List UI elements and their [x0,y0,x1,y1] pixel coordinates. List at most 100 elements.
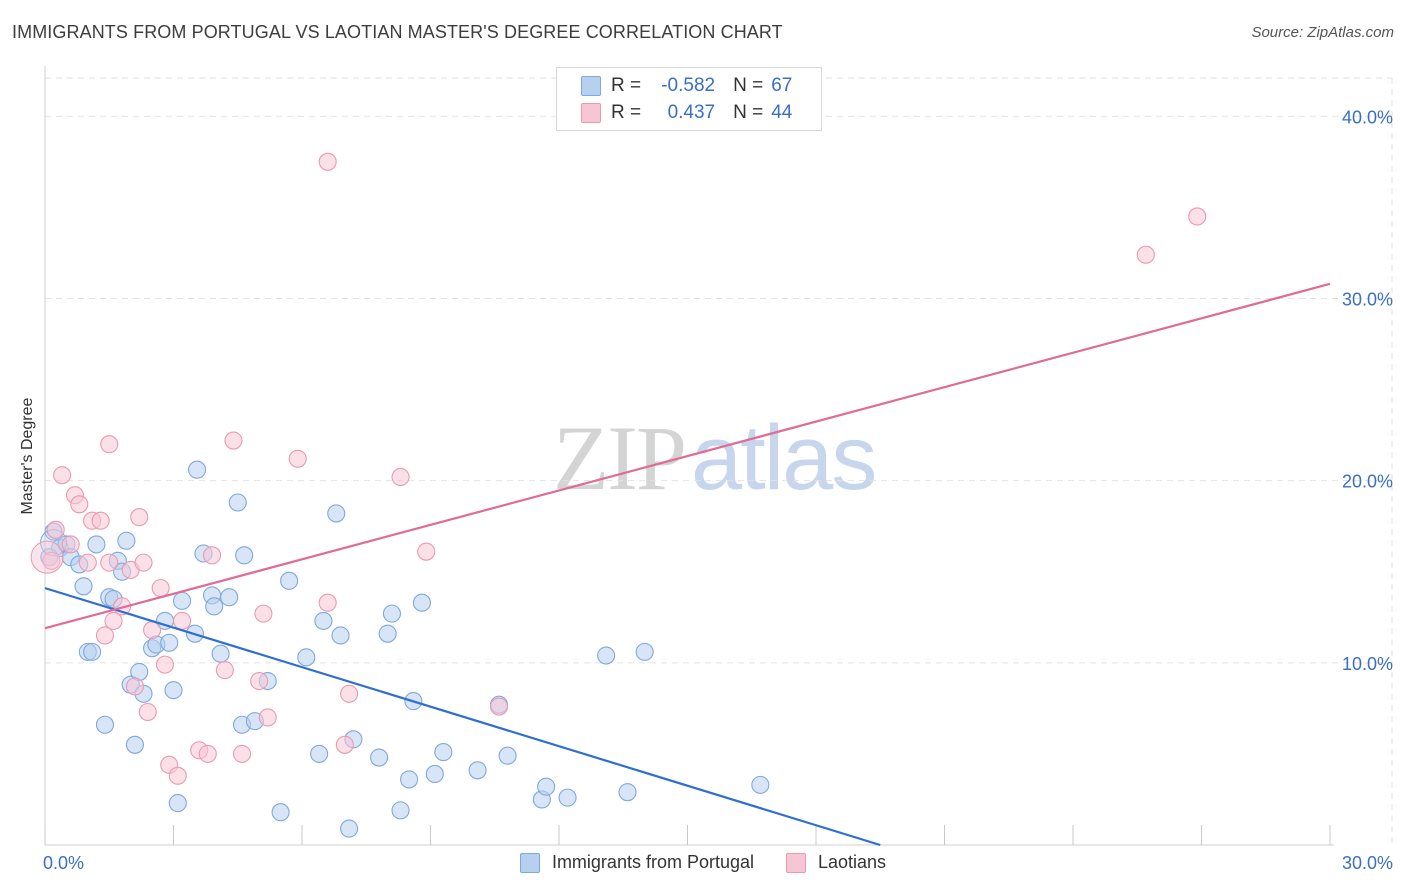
trend-line-laotians [44,282,1331,630]
data-point-portugal [168,794,187,813]
data-point-portugal [331,626,350,645]
data-point-laotians [391,467,410,487]
data-point-portugal [160,633,179,652]
data-point-laotians [340,684,359,703]
legend-label-laotians: Laotians [818,852,887,872]
data-point-laotians [203,546,222,565]
chart-title: IMMIGRANTS FROM PORTUGAL VS LAOTIAN MAST… [12,22,783,42]
source-label: Source: ZipAtlas.com [1251,24,1394,41]
trend-lines [44,282,1331,847]
trend-line-portugal [44,587,881,847]
legend-swatch-portugal [581,76,601,96]
data-point-laotians [155,655,174,674]
x-tick-label-min: 0.0% [43,853,84,873]
data-point-laotians [168,766,187,785]
data-point-portugal [188,460,207,479]
data-point-portugal [173,591,192,610]
data-point-portugal [558,788,577,807]
legend-item-laotians: Laotians [786,852,886,873]
data-point-portugal [340,819,359,838]
data-point-laotians [232,744,252,763]
data-point-laotians [250,671,269,691]
series-legend: Immigrants from Portugal Laotians [0,852,1406,873]
y-tick-label: 40.0% [1342,107,1393,127]
data-point-laotians [46,520,65,539]
data-point-laotians-cluster [30,540,64,574]
x-tick-label-max: 30.0% [1342,853,1393,873]
data-point-laotians [1188,207,1207,226]
legend-swatch-portugal [519,852,540,873]
y-tick-label: 30.0% [1342,289,1393,309]
data-point-laotians [1136,245,1155,264]
data-point-portugal [382,604,402,623]
axes [44,66,1334,846]
data-point-portugal [125,735,144,754]
data-point-portugal [537,777,556,796]
legend-swatch-laotians [581,103,601,123]
data-point-portugal [327,504,346,523]
data-point-portugal [205,597,224,616]
data-point-portugal [228,493,247,512]
data-point-portugal [370,748,389,767]
data-point-portugal [468,761,487,780]
data-point-portugal [391,801,410,820]
data-point-portugal [412,593,431,612]
data-point-portugal [83,642,102,661]
data-point-laotians [130,508,149,527]
data-point-portugal [220,588,239,607]
data-point-laotians [100,435,119,454]
watermark: ZIPatlas [553,405,877,511]
data-point-portugal [297,648,316,667]
data-point-laotians [173,611,192,630]
data-point-laotians [100,553,119,572]
data-point-laotians [318,152,337,171]
data-point-laotians [489,697,509,716]
data-point-laotians [138,702,157,722]
data-point-portugal [164,681,183,700]
data-point-laotians [91,511,110,530]
data-point-laotians [151,579,170,598]
data-point-laotians [95,626,115,645]
data-point-portugal [434,743,453,762]
data-point-laotians [134,553,153,572]
data-point-laotians [61,535,80,554]
data-point-portugal [310,744,329,763]
y-tick-label: 10.0% [1342,654,1393,674]
data-point-laotians [258,708,277,727]
series-portugal-points [40,460,770,838]
data-point-laotians [215,661,234,680]
data-point-laotians [70,495,89,514]
legend-item-portugal: Immigrants from Portugal [519,852,754,873]
data-point-laotians [104,611,123,630]
data-point-laotians [143,620,162,640]
data-point-portugal [378,624,397,643]
data-point-laotians [125,677,144,696]
data-point-laotians [42,551,61,570]
data-point-portugal [400,770,419,789]
data-point-portugal [117,531,136,550]
data-point-portugal [597,646,616,665]
legend-n-value: 44 [771,102,793,123]
data-point-portugal [635,642,654,661]
data-point-portugal [425,764,444,783]
legend-row-laotians: R = 0.437 N = 44 [581,101,792,125]
legend-r-label: R = [611,102,642,123]
data-point-laotians [224,431,243,450]
data-point-laotians [318,593,337,612]
data-point-portugal [618,783,637,802]
legend-label-portugal: Immigrants from Portugal [551,852,754,872]
data-point-portugal [271,803,290,822]
watermark-atlas: atlas [691,407,877,509]
correlation-legend: R = -0.582 N = 67 R = 0.437 N = 44 [556,67,822,131]
legend-swatch-laotians [786,852,806,873]
data-point-laotians [53,466,72,485]
legend-row-portugal: R = -0.582 N = 67 [581,74,792,98]
data-point-portugal [751,775,770,794]
data-point-portugal [235,546,254,565]
data-point-portugal [280,571,299,590]
data-point-laotians [288,449,307,468]
legend-r-value: -0.582 [661,75,716,96]
series-laotians-points [30,152,1207,785]
legend-n-value: 67 [771,75,793,96]
